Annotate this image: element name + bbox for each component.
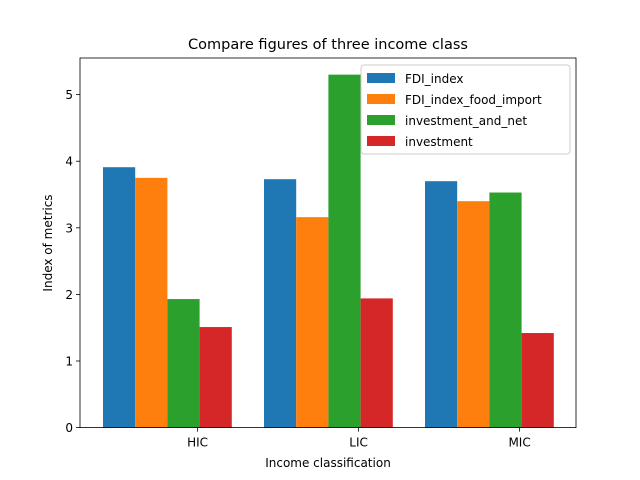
y-tick-label: 2	[65, 288, 73, 302]
y-tick-label: 4	[65, 155, 73, 169]
plot-frame	[79, 57, 577, 429]
bar-investment-hic	[199, 327, 232, 428]
bar-FDI-index-food-import-lic	[296, 217, 329, 428]
legend-swatch-investment-and-net	[367, 115, 395, 125]
bar-FDI-index-hic	[103, 167, 136, 428]
x-tick-label-mic: MIC	[508, 436, 530, 450]
legend-swatch-FDI-index	[367, 73, 395, 83]
y-axis: 0 1 2 3 4 5	[65, 88, 80, 435]
bar-investment-mic	[521, 333, 554, 428]
legend-label-FDI-index: FDI_index	[405, 72, 464, 86]
legend-swatch-FDI-index-food-import	[367, 94, 395, 104]
bar-investment-lic	[360, 298, 393, 428]
x-axis-label: Income classification	[265, 456, 391, 470]
y-tick-label: 0	[65, 421, 73, 435]
bars-layer	[103, 74, 554, 428]
legend-label-FDI-index-food-import: FDI_index_food_import	[405, 93, 542, 107]
y-tick-label: 5	[65, 88, 73, 102]
bar-FDI-index-lic	[264, 179, 297, 428]
x-tick-label-lic: LIC	[349, 436, 368, 450]
legend: FDI_index FDI_index_food_import investment…	[360, 64, 571, 155]
y-tick-label: 3	[65, 221, 73, 235]
bar-FDI-index-food-import-hic	[135, 177, 168, 428]
y-axis-label: Index of metrics	[41, 194, 55, 291]
legend-label-investment: investment	[405, 135, 473, 149]
bar-investment-and-net-lic	[328, 74, 361, 428]
legend-label-investment-and-net: investment_and_net	[405, 114, 527, 128]
y-tick-label: 1	[65, 355, 73, 369]
legend-swatch-investment	[367, 136, 395, 146]
x-tick-label-hic: HIC	[187, 436, 208, 450]
bar-FDI-index-food-import-mic	[457, 201, 490, 428]
bar-investment-and-net-mic	[489, 192, 522, 428]
bar-FDI-index-mic	[425, 181, 458, 428]
x-axis: HIC LIC MIC	[187, 427, 531, 450]
chart-title: Compare figures of three income class	[188, 37, 468, 53]
legend-box	[360, 64, 571, 155]
bar-investment-and-net-hic	[167, 299, 200, 428]
